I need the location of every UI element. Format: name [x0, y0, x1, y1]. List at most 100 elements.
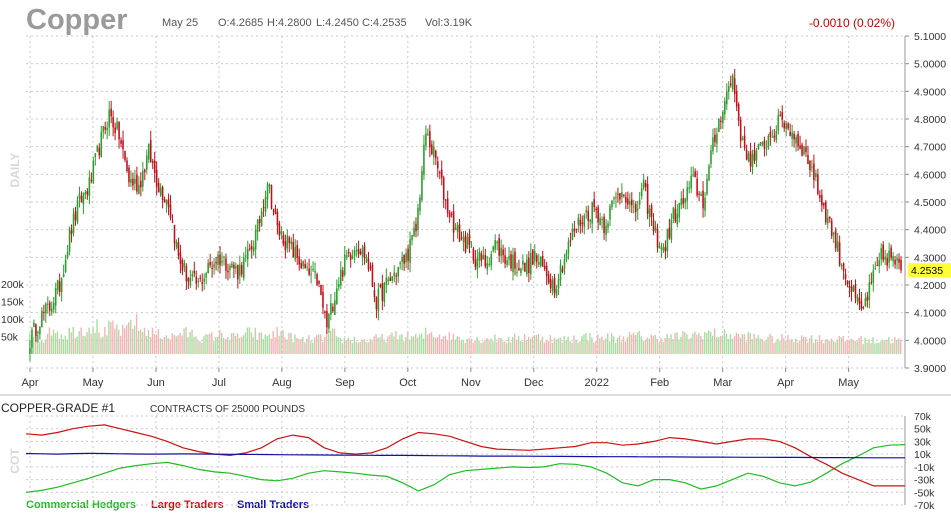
price-tick-label: 4.4000	[914, 225, 946, 237]
candle-body	[241, 265, 243, 275]
candle-body	[526, 259, 528, 275]
volume-bar	[771, 335, 773, 354]
volume-bar	[409, 339, 411, 354]
candle-body	[425, 133, 427, 146]
candle-body	[330, 303, 332, 315]
volume-bar	[118, 329, 120, 354]
candle-body	[868, 282, 871, 301]
volume-tick-label: 50k	[1, 332, 19, 344]
candle-body	[448, 212, 451, 218]
candle-body	[565, 252, 568, 260]
candle-body	[545, 265, 548, 276]
volume-bar	[773, 343, 775, 354]
volume-bar	[793, 342, 795, 354]
candle-body	[783, 122, 786, 129]
volume-bar	[333, 328, 336, 354]
volume-bar	[678, 339, 680, 354]
candle-body	[363, 245, 366, 259]
candle-body	[482, 255, 485, 260]
candle-body	[39, 326, 41, 335]
volume-bar	[496, 341, 498, 354]
volume-bar	[680, 336, 682, 354]
volume-bar	[300, 338, 302, 354]
candle-body	[561, 268, 564, 273]
volume-bar	[605, 338, 607, 354]
candle-body	[664, 247, 667, 252]
volume-bar	[832, 340, 835, 354]
volume-bar	[609, 341, 611, 354]
candle-body	[888, 250, 890, 263]
candle-body	[157, 182, 160, 193]
candle-body	[502, 249, 504, 256]
volume-bar	[153, 333, 156, 354]
volume-bar	[90, 333, 92, 354]
candle-body	[138, 184, 140, 195]
volume-bar	[777, 338, 779, 354]
legend-small-traders: Small Traders	[237, 499, 309, 511]
volume-bar	[155, 334, 158, 354]
volume-bar	[614, 342, 617, 354]
candle-body	[876, 265, 879, 267]
candle-body	[813, 163, 815, 181]
volume-bar	[321, 342, 324, 354]
candle-body	[343, 254, 346, 276]
month-tick-label: Mar	[713, 377, 732, 389]
candle-body	[486, 263, 489, 270]
candle-body	[886, 258, 888, 266]
volume-bar	[387, 336, 389, 354]
candle-body	[761, 142, 764, 145]
candle-body	[593, 199, 595, 208]
candle-body	[900, 259, 902, 271]
volume-bar	[175, 336, 177, 354]
candle-body	[644, 183, 647, 187]
candle-body	[763, 140, 766, 149]
candle-body	[98, 147, 101, 156]
candle-body	[167, 198, 170, 208]
volume-bar	[149, 337, 152, 354]
volume-bar	[492, 341, 494, 354]
candle-body	[672, 207, 675, 219]
volume-bar	[191, 329, 193, 354]
volume-bar	[187, 337, 189, 354]
volume-bar	[545, 339, 548, 354]
volume-bar	[84, 336, 86, 354]
candle-body	[193, 270, 196, 274]
candle-body	[215, 262, 217, 264]
volume-bar	[464, 342, 466, 354]
cot-line-commercial-hedgers	[25, 444, 906, 493]
volume-bar	[535, 334, 538, 354]
candle-body	[559, 264, 562, 281]
volume-bar	[234, 335, 237, 354]
candle-body	[181, 260, 184, 271]
candle-body	[274, 208, 277, 215]
volume-bar	[276, 326, 278, 354]
volume-bar	[648, 338, 650, 354]
volume-bar	[662, 341, 664, 354]
volume-value: Vol:3.19K	[425, 17, 473, 29]
candle-body	[753, 149, 756, 161]
volume-bar	[36, 334, 39, 354]
candle-body	[371, 264, 374, 287]
volume-bar	[561, 342, 563, 354]
candle-body	[58, 281, 61, 292]
candle-body	[528, 257, 530, 274]
volume-bar	[434, 337, 437, 354]
volume-bar	[256, 339, 259, 354]
volume-bar	[76, 336, 78, 354]
candle-body	[464, 235, 467, 253]
volume-tick-label: 100k	[1, 314, 25, 326]
candle-body	[326, 311, 328, 328]
volume-bar	[221, 333, 223, 354]
price-tick-label: 4.2000	[914, 280, 946, 292]
volume-bar	[426, 334, 429, 354]
candle-body	[90, 179, 93, 181]
volume-bar	[644, 339, 647, 354]
candle-body	[86, 191, 89, 195]
candle-body	[389, 277, 392, 281]
candle-body	[415, 223, 417, 232]
candle-body	[456, 224, 459, 232]
price-tick-label: 5.1000	[914, 31, 946, 43]
volume-bar	[129, 319, 132, 354]
volume-bar	[612, 336, 615, 354]
candle-body	[488, 263, 491, 265]
